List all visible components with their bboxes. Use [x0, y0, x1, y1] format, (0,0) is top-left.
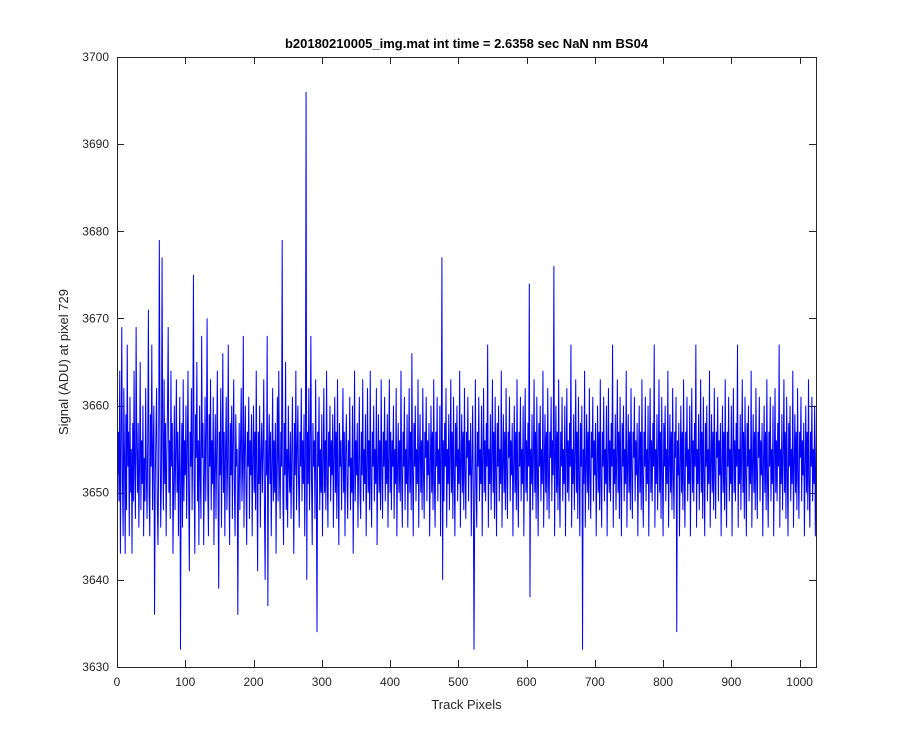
y-tick-label: 3700 [82, 50, 109, 64]
series-line [117, 91, 816, 650]
x-tick-label: 300 [312, 675, 332, 689]
y-tick-label: 3680 [82, 224, 109, 238]
plot-area [117, 57, 816, 667]
y-tick-label: 3640 [82, 573, 109, 587]
x-tick-label: 400 [380, 675, 400, 689]
x-tick-label: 0 [114, 675, 121, 689]
chart-title: b20180210005_img.mat int time = 2.6358 s… [285, 36, 649, 51]
x-tick-label: 700 [585, 675, 605, 689]
y-tick-label: 3670 [82, 311, 109, 325]
axis-ticks: 0 100 200 300 400 500 600 700 800 900 1000 3630 3640… [82, 50, 816, 689]
x-axis-label: Track Pixels [431, 697, 502, 712]
series-layer [117, 91, 816, 650]
y-tick-label: 3630 [82, 660, 109, 674]
x-tick-label: 500 [448, 675, 468, 689]
y-axis-label: Signal (ADU) at pixel 729 [56, 289, 71, 435]
y-tick-label: 3660 [82, 399, 109, 413]
plot-frame [117, 57, 817, 668]
y-tick-label: 3650 [82, 486, 109, 500]
x-tick-label: 600 [517, 675, 537, 689]
x-tick-label: 100 [175, 675, 195, 689]
x-tick-label: 800 [653, 675, 673, 689]
y-tick-label: 3690 [82, 137, 109, 151]
x-tick-label: 1000 [786, 675, 813, 689]
x-tick-label: 900 [721, 675, 741, 689]
x-tick-label: 200 [244, 675, 264, 689]
